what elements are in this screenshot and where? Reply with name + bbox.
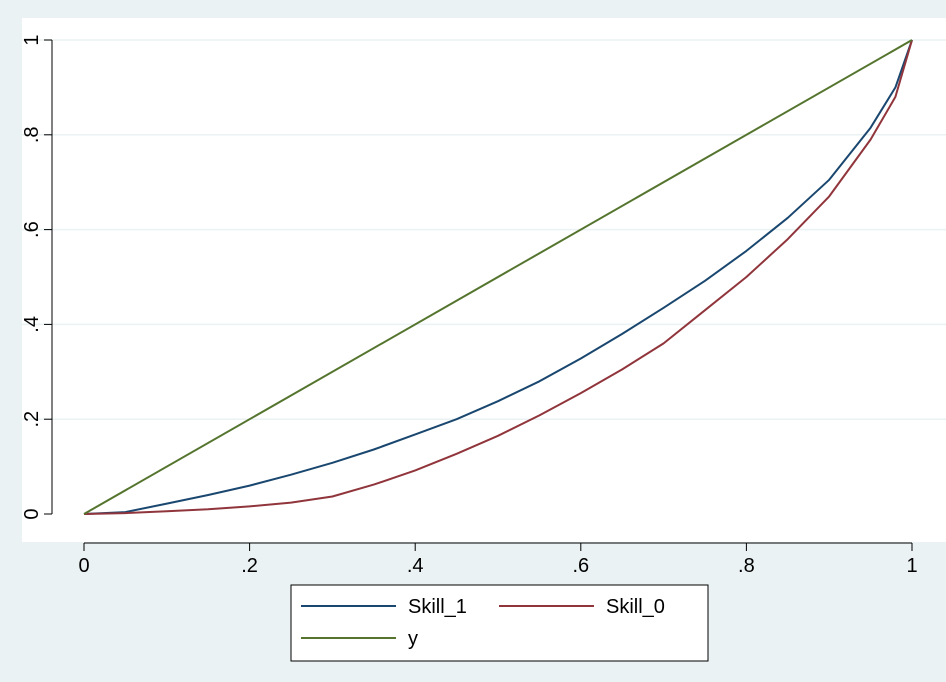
series-group (83, 39, 913, 515)
x-tick-label-2: .4 (407, 555, 424, 577)
legend-label-skill-1: Skill_1 (408, 596, 467, 618)
y-tick-label-1: .2 (21, 411, 43, 428)
x-tick-label-3: .6 (572, 555, 589, 577)
x-tick-label-4: .8 (738, 555, 755, 577)
series-line-skill-0 (83, 39, 913, 515)
axes: 0 .2 .4 .6 .8 1 0 .2 .4 .6 .8 1 (21, 34, 918, 577)
y-tick-label-0: 0 (21, 508, 43, 519)
y-tick-label-5: 1 (21, 34, 43, 45)
series-line-y (83, 39, 913, 515)
legend-label-y: y (408, 628, 418, 650)
y-tick-label-2: .4 (21, 316, 43, 333)
plot-area (22, 18, 946, 542)
x-tick-label-5: 1 (906, 555, 917, 577)
x-tick-label-1: .2 (241, 555, 258, 577)
legend: Skill_1 Skill_0y (290, 584, 709, 662)
x-tick-label-0: 0 (78, 555, 89, 577)
grid (22, 39, 946, 420)
legend-box (290, 584, 709, 662)
y-tick-label-4: .8 (21, 126, 43, 143)
y-tick-label-3: .6 (21, 221, 43, 238)
legend-label-skill-0: Skill_0 (606, 596, 665, 618)
series-line-skill-1 (83, 39, 913, 515)
